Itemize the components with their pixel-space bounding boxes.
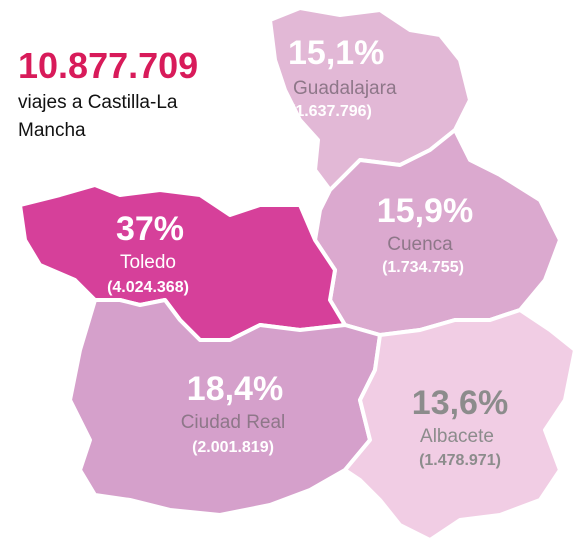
percent: 15,9% [377,192,473,230]
region-name: Toledo [120,252,176,273]
region-name: Guadalajara [293,78,397,99]
region-toledo [18,183,347,342]
percent: 13,6% [412,384,508,422]
percent: 15,1% [288,34,384,72]
trips: (1.734.755) [382,259,464,276]
region-name: Albacete [420,426,494,447]
region-name: Cuenca [387,234,453,255]
region-name: Ciudad Real [181,412,286,433]
percent: 18,4% [187,370,283,408]
trips: (1.478.971) [419,452,501,469]
subtitle: viajes a Castilla-La [18,92,178,113]
region-albacete [343,308,577,542]
subtitle: Mancha [18,120,86,141]
total: 10.877.709 [18,45,198,86]
percent: 37% [116,210,184,248]
trips: (4.024.368) [107,279,189,296]
trips: (2.001.819) [192,439,274,456]
trips: (1.637.796) [290,103,372,120]
